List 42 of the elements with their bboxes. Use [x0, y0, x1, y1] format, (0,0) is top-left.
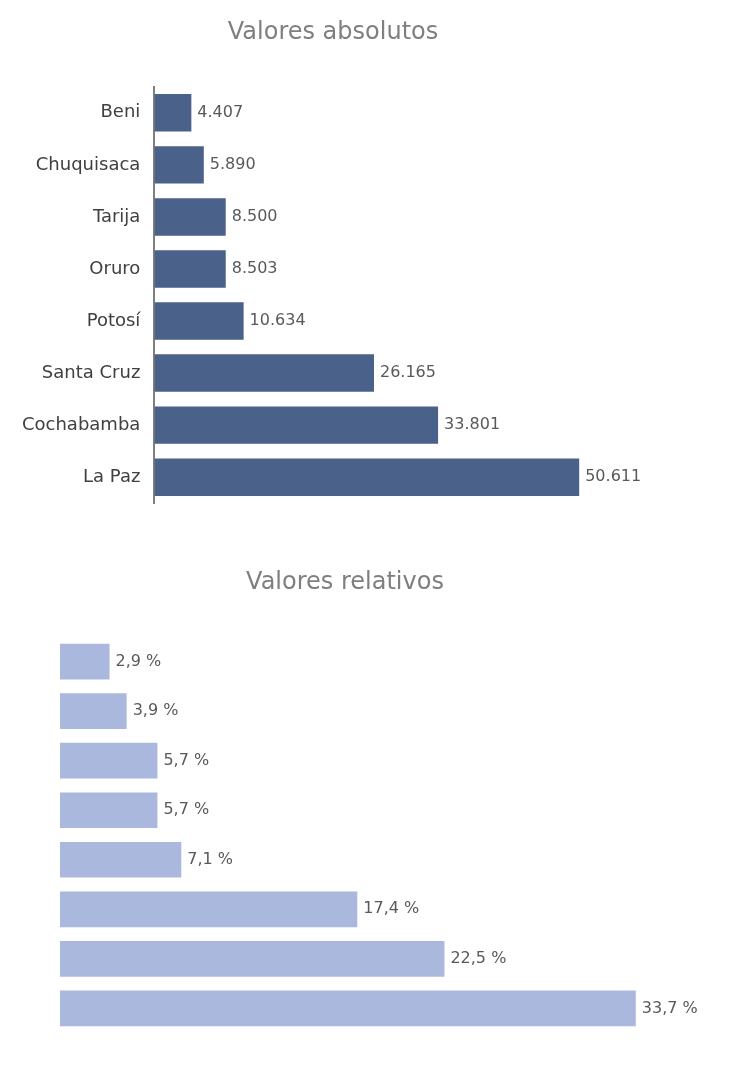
- data-label: 5,7 %: [163, 749, 210, 769]
- data-label: 5.890: [209, 154, 256, 174]
- data-label: 2,9 %: [115, 650, 162, 670]
- bar: [154, 250, 226, 288]
- data-label: 10.634: [249, 310, 306, 330]
- y-tick-label: La Paz: [83, 464, 141, 486]
- chart-title: Valores absolutos: [227, 16, 439, 45]
- bar: [154, 354, 374, 392]
- data-label: 4.407: [197, 101, 244, 121]
- data-label: 8.500: [231, 206, 278, 226]
- y-tick-label: Chuquisaca: [35, 152, 141, 174]
- y-tick-label: Oruro: [89, 256, 141, 278]
- data-label: 17,4 %: [363, 898, 420, 918]
- y-tick-label: Tarija: [91, 204, 141, 226]
- data-label: 8.503: [231, 258, 278, 278]
- bar: [154, 94, 192, 132]
- data-label: 3,9 %: [132, 700, 179, 720]
- data-label: 26.165: [379, 362, 436, 382]
- y-tick-label: Santa Cruz: [41, 360, 141, 382]
- bar: [60, 941, 445, 977]
- bar: [60, 643, 110, 680]
- bar: [60, 990, 636, 1027]
- bar: [154, 146, 204, 184]
- data-label: 7,1 %: [187, 848, 234, 868]
- chart-title: Valores relativos: [246, 566, 444, 595]
- bar: [60, 693, 127, 729]
- data-label: 33,7 %: [641, 997, 698, 1017]
- data-label: 50.611: [585, 466, 642, 486]
- data-label: 5,7 %: [163, 799, 210, 819]
- bar: [154, 458, 580, 496]
- bar: [154, 302, 244, 340]
- y-tick-label: Cochabamba: [21, 412, 141, 434]
- y-tick-label: Potosí: [86, 308, 142, 330]
- data-label: 22,5 %: [450, 948, 507, 968]
- data-label: 33.801: [444, 414, 501, 434]
- bar: [60, 792, 158, 829]
- y-tick-label: Beni: [100, 100, 141, 122]
- bar: [60, 742, 158, 779]
- bar: [154, 198, 226, 236]
- bar: [60, 841, 182, 878]
- bar: [154, 406, 439, 444]
- bar: [60, 891, 358, 928]
